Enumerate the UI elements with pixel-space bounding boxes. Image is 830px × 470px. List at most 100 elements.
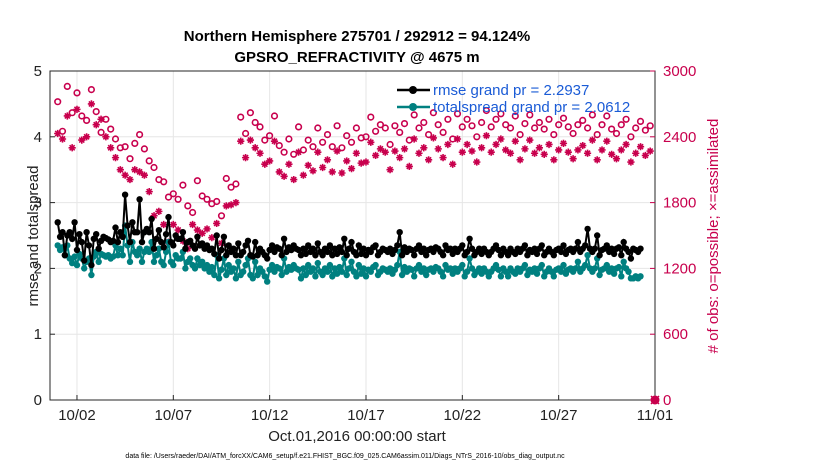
obs-assimilated-point-98	[526, 136, 534, 144]
rmse-point-215	[572, 245, 579, 252]
rmse-point-8	[73, 246, 81, 254]
totalspread-point-138	[386, 265, 394, 272]
rmse-point-24	[112, 224, 119, 231]
obs-assimilated-point-104	[555, 146, 563, 154]
totalspread-point-8	[73, 261, 81, 269]
obs-possible-point-123	[646, 122, 654, 130]
obs-assimilated-point-12	[111, 154, 120, 162]
rmse-point-142	[396, 229, 403, 236]
y-ticks-right: 0 600 1200 1800 2400 3000	[650, 63, 696, 409]
plot-area	[50, 71, 655, 400]
totalspread-point-106	[309, 265, 317, 272]
obs-possible-point-105	[559, 114, 568, 122]
obs-possible-point-78	[429, 109, 438, 117]
totalspread-point-132	[372, 261, 379, 269]
y-tick-label-right-0: 0	[663, 392, 671, 409]
totalspread-point-210	[560, 261, 567, 269]
obs-possible-point-122	[641, 126, 650, 134]
obs-possible-point-87	[473, 133, 481, 141]
obs-possible-point-115	[607, 125, 616, 133]
obs-assimilated-point-75	[415, 149, 423, 157]
totalspread-point-92	[276, 265, 283, 272]
obs-assimilated-point-53	[309, 167, 317, 175]
rmse-point-242	[637, 245, 644, 252]
obs-possible-series	[54, 82, 654, 220]
obs-assimilated-point-112	[593, 156, 601, 164]
totalspread-point-38	[146, 248, 153, 256]
totalspread-point-75	[235, 258, 242, 265]
obs-assimilated-point-22	[160, 220, 168, 229]
totalspread-point-57	[191, 265, 199, 272]
rmse-point-238	[627, 255, 635, 262]
rmse-point-132	[372, 242, 379, 249]
obs-assimilated-point-92	[497, 135, 505, 143]
totalspread-point-116	[333, 270, 341, 277]
totalspread-point-104	[305, 261, 312, 269]
obs-assimilated-point-110	[583, 149, 592, 157]
obs-assimilated-point-19	[145, 188, 153, 196]
obs-assimilated-point-72	[400, 145, 409, 153]
rmse-point-74	[232, 252, 240, 259]
totalspread-point-209	[557, 268, 565, 275]
totalspread-point-110	[319, 271, 326, 279]
y-axis-label-left: rmse and totalspread	[25, 166, 42, 307]
obs-assimilated-point-57	[328, 168, 336, 176]
rmse-point-41	[153, 235, 160, 242]
rmse-point-16	[93, 231, 100, 238]
rmse-point-190	[512, 250, 519, 258]
rmse-point-183	[495, 246, 502, 254]
obs-assimilated-point-78	[429, 134, 438, 142]
rmse-point-116	[333, 250, 341, 258]
obs-possible-point-58	[333, 122, 341, 130]
obs-possible-point-88	[478, 118, 486, 127]
rmse-point-25	[114, 238, 122, 246]
totalspread-point-26	[117, 245, 124, 252]
obs-assimilated-point-64	[362, 158, 370, 166]
obs-assimilated-point-65	[367, 138, 375, 146]
obs-possible-point-4	[73, 89, 81, 97]
rmse-point-39	[148, 215, 155, 223]
totalspread-point-89	[268, 261, 276, 269]
totalspread-point-48	[170, 261, 177, 269]
y-tick-label-left-0: 0	[34, 392, 42, 409]
obs-possible-point-83	[453, 110, 462, 118]
obs-assimilated-point-50	[294, 148, 303, 156]
totalspread-point-101	[297, 275, 305, 282]
rmse-point-33	[134, 229, 141, 236]
obs-possible-point-84	[458, 123, 466, 131]
totalspread-point-53	[182, 265, 189, 272]
totalspread-point-153	[423, 271, 430, 279]
obs-possible-point-37	[232, 180, 240, 188]
totalspread-point-215	[572, 265, 579, 272]
obs-assimilated-point-83	[453, 135, 462, 143]
rmse-point-53	[182, 245, 189, 252]
rmse-point-2	[59, 229, 66, 236]
obs-assimilated-point-43	[261, 160, 269, 168]
obs-assimilated-point-55	[319, 163, 327, 172]
rmse-point-51	[177, 235, 184, 242]
obs-possible-point-59	[338, 144, 346, 152]
totalspread-point-234	[618, 273, 625, 280]
totalspread-point-33	[134, 252, 141, 259]
obs-assimilated-point-87	[473, 158, 481, 166]
obs-possible-point-47	[280, 148, 288, 156]
rmse-point-87	[264, 255, 271, 262]
obs-possible-point-45	[270, 112, 279, 120]
totalspread-point-128	[362, 273, 370, 280]
rmse-point-108	[314, 240, 321, 247]
rmse-point-143	[398, 252, 406, 259]
rmse-point-171	[466, 235, 473, 242]
rmse-point-128	[362, 252, 370, 259]
rmse-point-152	[420, 245, 427, 252]
totalspread-point-30	[126, 258, 134, 265]
totalspread-point-190	[512, 270, 519, 277]
totalspread-point-68	[218, 266, 225, 273]
rmse-point-83	[254, 252, 261, 259]
obs-possible-point-15	[126, 155, 134, 163]
rmse-point-81	[249, 253, 256, 260]
obs-possible-point-5	[78, 112, 86, 120]
rmse-point-28	[121, 191, 129, 198]
totalspread-point-67	[215, 275, 223, 282]
rmse-point-235	[620, 238, 627, 246]
obs-possible-point-100	[535, 118, 544, 127]
